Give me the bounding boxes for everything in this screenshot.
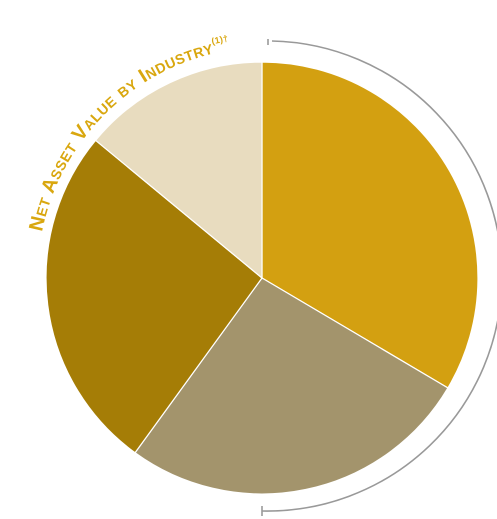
- pie-slice-1: [261, 61, 479, 389]
- outer-arc-line: [261, 40, 497, 512]
- pie-slice-4: [94, 61, 263, 280]
- chart-title-footnote: (1)†: [210, 33, 228, 46]
- pie-slices: [45, 61, 479, 495]
- pie-slice-3: [45, 139, 263, 454]
- pie-slice-2: [134, 277, 449, 495]
